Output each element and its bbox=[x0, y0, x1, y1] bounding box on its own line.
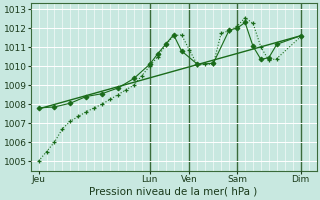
X-axis label: Pression niveau de la mer( hPa ): Pression niveau de la mer( hPa ) bbox=[90, 187, 258, 197]
